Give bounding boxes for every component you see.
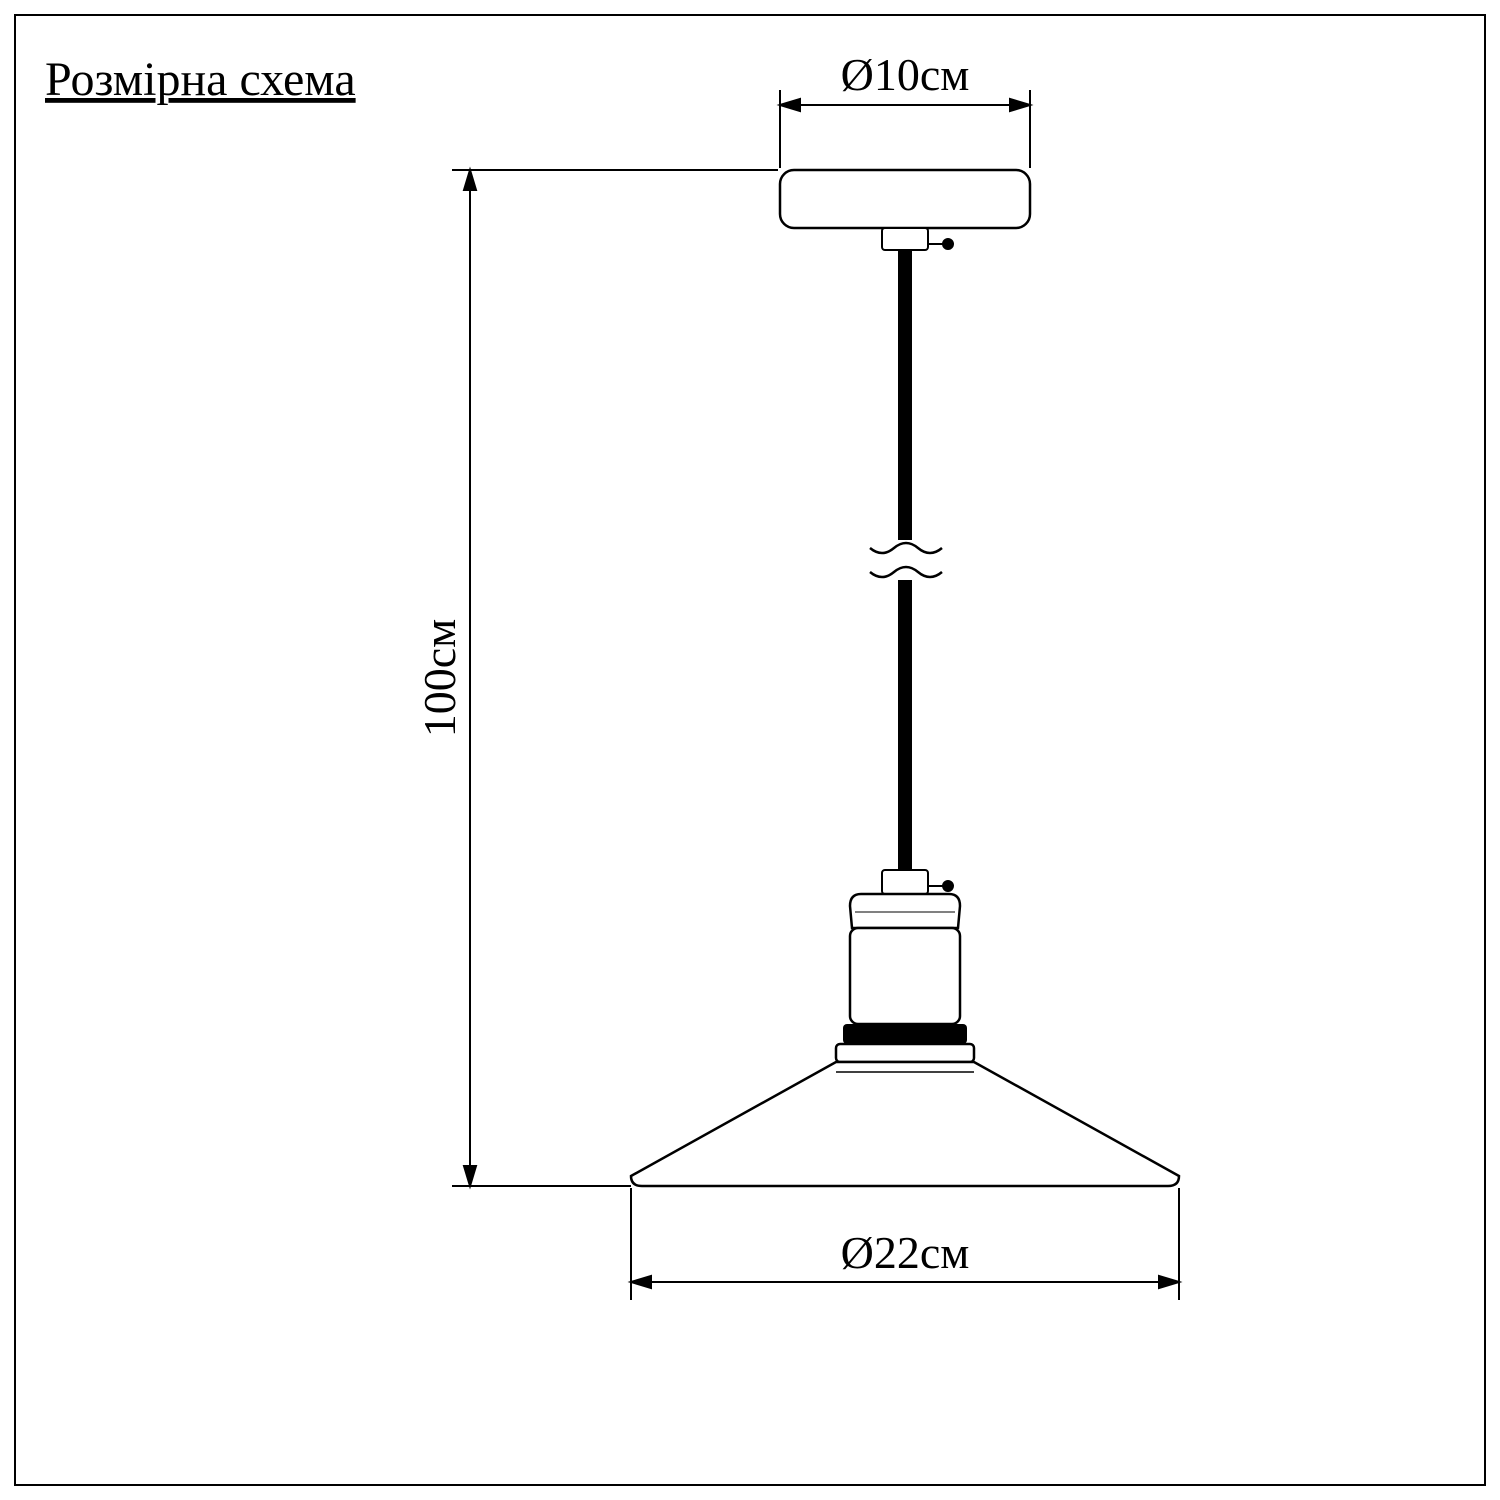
dimension-diagram: Розмірна схема [0, 0, 1500, 1500]
title: Розмірна схема [45, 53, 356, 106]
canopy-collar [882, 228, 953, 250]
ring-light [836, 1044, 974, 1062]
ring-dark [843, 1024, 967, 1044]
socket-top [850, 894, 960, 928]
dim-canopy-label: Ø10см [841, 49, 970, 100]
shade [631, 1062, 1179, 1186]
frame [15, 15, 1485, 1485]
dim-shade-label: Ø22см [841, 1227, 970, 1278]
dim-height-label: 100см [414, 619, 465, 738]
cord [870, 250, 942, 870]
diagram-svg: Розмірна схема [0, 0, 1500, 1500]
canopy [780, 170, 1030, 228]
dim-height [452, 170, 778, 1186]
socket-neck [882, 870, 953, 894]
socket-body [850, 928, 960, 1024]
dim-canopy [780, 90, 1030, 168]
